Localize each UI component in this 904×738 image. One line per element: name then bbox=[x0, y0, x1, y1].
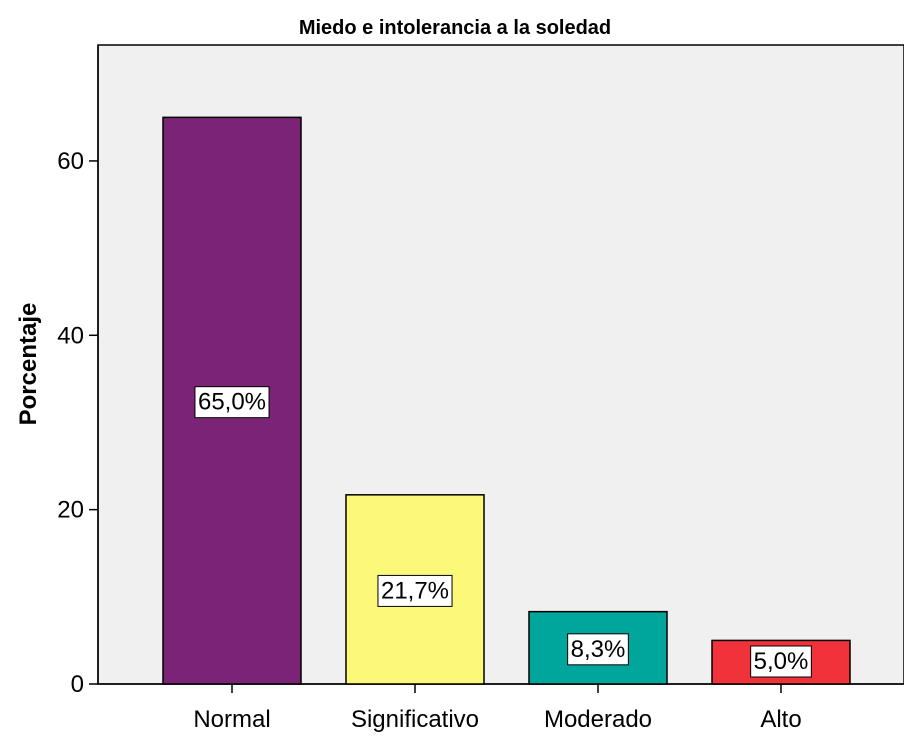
data-label: 5,0% bbox=[754, 648, 809, 675]
data-label-background bbox=[567, 633, 629, 666]
y-tick-label: 0 bbox=[71, 671, 84, 698]
data-label-box: 8,3% bbox=[567, 633, 629, 666]
category-labels: Normal Significativo Moderado Alto bbox=[193, 684, 802, 733]
category-label: Normal bbox=[193, 706, 270, 733]
y-tick-label: 60 bbox=[57, 148, 84, 175]
category-label: Moderado bbox=[544, 706, 652, 733]
category-label: Alto bbox=[760, 706, 801, 733]
y-tick-label: 20 bbox=[57, 497, 84, 524]
y-ticks: 0 20 40 60 bbox=[57, 148, 98, 698]
data-label-box: 21,7% bbox=[377, 574, 453, 607]
data-label-background bbox=[750, 645, 812, 678]
y-tick-label: 40 bbox=[57, 322, 84, 349]
category-label: Significativo bbox=[351, 706, 479, 733]
data-label-background bbox=[377, 574, 453, 607]
data-label-box: 5,0% bbox=[750, 645, 812, 678]
data-label-background bbox=[194, 386, 270, 419]
y-axis-label: Porcentaje bbox=[15, 303, 42, 426]
data-labels: 65,0% 21,7% 8,3% 5,0% bbox=[194, 386, 812, 678]
chart-title: Miedo e intolerancia a la soledad bbox=[299, 17, 611, 39]
data-label: 8,3% bbox=[571, 636, 626, 663]
data-label-box: 65,0% bbox=[194, 386, 270, 419]
data-label: 21,7% bbox=[381, 577, 449, 604]
data-label: 65,0% bbox=[198, 389, 266, 416]
